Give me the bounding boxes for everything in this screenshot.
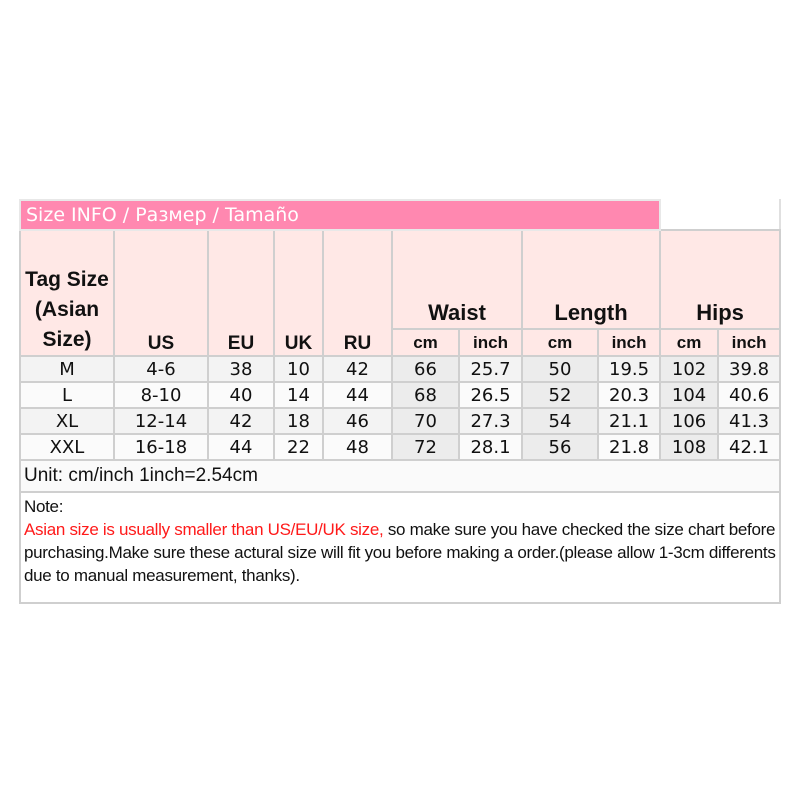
table-cell: 40 <box>207 381 275 409</box>
table-cell: 50 <box>521 355 599 383</box>
header-length: Length <box>520 229 662 330</box>
table-row: XXL 16-18 44 22 48 72 28.1 56 21.8 108 42.1 <box>19 433 782 461</box>
header-us: US <box>113 229 209 357</box>
header-eu: EU <box>207 229 275 357</box>
table-cell: 20.3 <box>596 381 662 409</box>
table-cell: 70 <box>391 407 460 435</box>
note-label: Note: <box>24 497 64 516</box>
table-cell: 48 <box>322 433 393 461</box>
header-length-inch: inch <box>596 328 662 357</box>
table-cell: 42.1 <box>717 433 782 461</box>
table-cell: 39.8 <box>717 355 782 383</box>
table-cell: 28.1 <box>458 433 523 461</box>
table-cell: 56 <box>521 433 599 461</box>
table-cell: 102 <box>659 355 720 383</box>
table-cell: 54 <box>521 407 599 435</box>
table-cell: 46 <box>322 407 393 435</box>
table-cell: 40.6 <box>717 381 782 409</box>
table-cell: 38 <box>207 355 275 383</box>
table-cell: 104 <box>659 381 720 409</box>
table-cell: 8-10 <box>113 381 209 409</box>
header-waist-cm: cm <box>391 328 460 357</box>
table-cell: 14 <box>273 381 324 409</box>
table-cell: XXL <box>19 433 115 461</box>
table-cell: 72 <box>391 433 460 461</box>
table-cell: 26.5 <box>458 381 523 409</box>
table-cell: 41.3 <box>717 407 782 435</box>
table-cell: 25.7 <box>458 355 523 383</box>
table-cell: 19.5 <box>596 355 662 383</box>
table-cell: 22 <box>273 433 324 461</box>
table-cell: 66 <box>391 355 460 383</box>
table-cell: 44 <box>322 381 393 409</box>
table-cell: XL <box>19 407 115 435</box>
header-uk: UK <box>273 229 324 357</box>
size-chart-table: Size INFO / Размер / Tamaño Tag Size (As… <box>18 199 782 604</box>
table-cell: M <box>19 355 115 383</box>
note-text: so make sure you have checked the size c… <box>24 520 776 585</box>
header-hips-inch: inch <box>717 328 782 357</box>
table-cell: 18 <box>273 407 324 435</box>
blank-cell <box>659 199 782 231</box>
table-cell: 68 <box>391 381 460 409</box>
header-hips-cm: cm <box>659 328 720 357</box>
table-cell: 42 <box>322 355 393 383</box>
table-cell: L <box>19 381 115 409</box>
table-cell: 108 <box>659 433 720 461</box>
note-warning: Asian size is usually smaller than US/EU… <box>24 520 384 539</box>
table-cell: 21.8 <box>596 433 662 461</box>
table-cell: 4-6 <box>113 355 209 383</box>
table-cell: 52 <box>521 381 599 409</box>
table-title: Size INFO / Размер / Tamaño <box>18 199 662 231</box>
header-hips: Hips <box>659 229 782 330</box>
table-cell: 12-14 <box>113 407 209 435</box>
header-waist-inch: inch <box>458 328 523 357</box>
table-row: L 8-10 40 14 44 68 26.5 52 20.3 104 40.6 <box>19 381 782 409</box>
header-length-cm: cm <box>521 328 599 357</box>
table-cell: 16-18 <box>113 433 209 461</box>
table-row: M 4-6 38 10 42 66 25.7 50 19.5 102 39.8 <box>19 355 782 383</box>
header-tag-size: Tag Size (Asian Size) <box>19 229 115 357</box>
table-cell: 27.3 <box>458 407 523 435</box>
table-cell: 10 <box>273 355 324 383</box>
header-waist: Waist <box>391 229 523 330</box>
table-cell: 21.1 <box>596 407 662 435</box>
table-cell: 44 <box>207 433 275 461</box>
unit-note: Unit: cm/inch 1inch=2.54cm <box>18 459 782 493</box>
table-cell: 42 <box>207 407 275 435</box>
note-cell: Note: Asian size is usually smaller than… <box>18 491 782 604</box>
table-cell: 106 <box>659 407 720 435</box>
header-ru: RU <box>322 229 393 357</box>
table-row: XL 12-14 42 18 46 70 27.3 54 21.1 106 41.3 <box>19 407 782 435</box>
